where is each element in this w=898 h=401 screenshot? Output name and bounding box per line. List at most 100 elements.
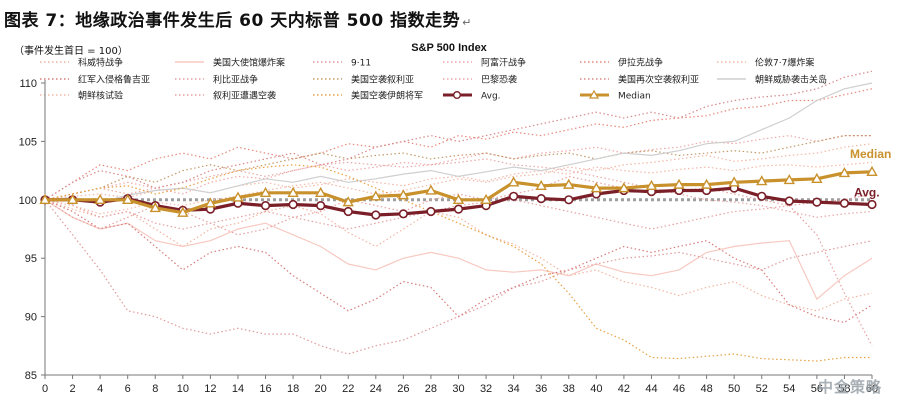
avg-point [398,209,408,219]
median-point [866,165,878,176]
y-tick-label: 85 [25,370,37,382]
avg-point [316,201,326,211]
x-tick-label: 52 [756,383,768,395]
x-tick-label: 26 [397,383,409,395]
series-line-8 [44,135,872,201]
x-tick-label: 40 [590,383,602,395]
x-tick-label: 20 [315,383,327,395]
watermark: 中金策略 [817,378,882,396]
avg-point [812,197,822,207]
x-tick-label: 0 [42,383,48,395]
median-point [149,202,161,213]
median-point [563,178,575,189]
series-line-6 [44,199,873,324]
median-point [811,172,823,183]
avg-point [343,206,353,217]
x-tick-label: 28 [425,383,437,395]
legend-label: Avg. [481,92,501,102]
median-point [177,206,189,217]
median-point [756,175,768,186]
x-tick-label: 34 [508,383,520,395]
legend-label: 利比亚战争 [213,74,258,86]
avg-point [839,198,850,208]
median-point [507,176,520,187]
x-tick-label: 38 [563,383,575,395]
median-point [314,186,327,197]
avg-point [426,206,436,217]
series-line-11 [44,82,873,203]
x-tick-label: 8 [152,383,158,395]
y-tick-label: 90 [25,312,37,324]
avg-point [260,201,271,211]
x-tick-label: 12 [204,383,216,395]
median-point [838,167,851,178]
y-tick-label: 100 [19,195,37,207]
series-line-2 [44,199,873,355]
x-tick-label: 16 [259,383,271,395]
series-line-12 [44,143,873,215]
chart-note: （事件发生首日 = 100） [14,46,128,57]
median-point [122,193,134,205]
median-point [259,186,272,197]
median-point [673,178,685,189]
legend-label: 叙利亚遭遇空袭 [213,90,276,102]
series-lines [39,70,878,362]
x-tick-label: 58 [838,383,850,395]
legend-label: 朝鲜核试验 [78,90,123,102]
series-line-7 [44,193,873,230]
legend-label: 美国再次空袭叙利亚 [618,74,699,86]
avg-point [757,191,767,201]
x-tick-label: 30 [452,383,464,395]
legend-label: 伊拉克战争 [618,57,663,69]
annotations: Median Avg. [850,147,891,200]
legend: 科威特战争 美国大使馆爆炸案 9·11 阿富汗战争 伊拉克战争 伦敦7·7爆炸案红军入侵格… [40,57,827,102]
avg-point [509,191,519,201]
median-point [232,191,244,202]
median-point [535,179,547,190]
x-tick-label: 48 [700,383,712,395]
median-point [204,197,217,208]
x-tick-label: 32 [480,383,492,395]
y-tick-label: 105 [19,136,37,148]
x-tick-label: 54 [783,383,795,395]
x-tick-label: 56 [811,383,823,395]
median-point [370,190,382,201]
legend-label: 美国空袭叙利亚 [351,74,414,86]
median-point [39,193,51,205]
avg-point [536,194,546,204]
x-tick-label: 60 [866,383,878,395]
y-tick-label: 110 [19,78,37,90]
legend-label: 科威特战争 [78,57,123,69]
x-tick-label: 44 [645,383,657,395]
x-tick-label: 2 [70,383,76,395]
x-tick-label: 10 [177,383,189,395]
median-point [94,193,106,205]
legend-label: 美国空袭伊朗将军 [351,90,423,102]
x-tick-label: 46 [673,383,685,395]
median-point [700,178,713,189]
legend-marker [453,90,462,99]
x-tick-label: 14 [232,383,244,395]
legend-label: 伦敦7·7爆炸案 [755,57,814,69]
median-point [728,176,740,187]
median-point [645,179,658,190]
median-point [342,196,354,207]
avg-point [288,199,298,210]
legend-label: 9·11 [351,59,371,69]
median-point [618,182,630,193]
avg-point [867,199,877,210]
median-point [425,184,437,195]
legend-label: 红军入侵格鲁吉亚 [78,74,150,86]
legend-label: 朝鲜威胁袭击关岛 [755,74,827,86]
median-point [452,193,465,205]
legend-label: 阿富汗战争 [481,57,526,69]
legend-marker [588,89,600,99]
x-tick-label: 6 [125,383,131,395]
avg-point [564,195,574,205]
avg-label: Avg. [854,185,880,199]
avg-point [453,204,464,214]
x-tick-label: 36 [535,383,547,395]
series-line-14 [44,164,872,362]
median-label: Median [850,147,891,161]
